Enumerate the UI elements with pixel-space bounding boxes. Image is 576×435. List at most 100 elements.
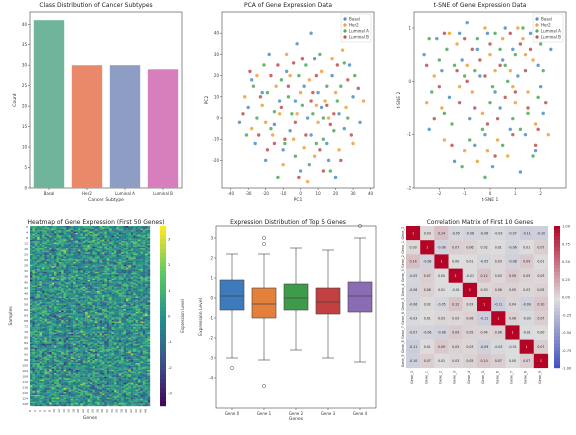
heatmap-cell (37, 291, 40, 293)
heatmap-cell (128, 335, 131, 337)
heatmap-cell (37, 280, 40, 282)
heatmap-cell (140, 290, 143, 292)
heatmap-cell (95, 276, 98, 278)
scatter-point (466, 21, 469, 24)
heatmap-cell (95, 263, 98, 265)
heatmap-cell (119, 342, 122, 344)
heatmap-cell (80, 261, 83, 263)
heatmap-cell (100, 250, 103, 252)
heatmap-cell (30, 236, 33, 238)
heatmap-cell (107, 261, 110, 263)
heatmap-cell (61, 294, 64, 296)
bar (72, 65, 102, 188)
heatmap-cell (85, 269, 88, 271)
heatmap-cell (138, 331, 141, 333)
heatmap-cell (32, 327, 35, 329)
heatmap-cell (128, 238, 131, 240)
heatmap-cell (44, 234, 47, 236)
heatmap-cell (44, 250, 47, 252)
heatmap-cell (133, 331, 136, 333)
heatmap-cell (102, 310, 105, 312)
heatmap-cell (83, 226, 86, 228)
heatmap-cell (104, 284, 107, 286)
scatter-point (488, 42, 491, 45)
heatmap-cell (54, 310, 57, 312)
heatmap-cell (42, 280, 45, 282)
heatmap-cell (114, 312, 117, 314)
heatmap-cell (47, 265, 50, 267)
heatmap-cell (66, 291, 69, 293)
heatmap-cell (119, 302, 122, 304)
heatmap-cell (116, 252, 119, 254)
heatmap-cell (97, 251, 100, 253)
heatmap-cell (35, 331, 38, 333)
heatmap-cell (136, 315, 139, 317)
heatmap-cell (124, 238, 127, 240)
heatmap-cell (71, 261, 74, 263)
heatmap-cell (83, 254, 86, 256)
heatmap-cell (124, 269, 127, 271)
heatmap-cell (119, 274, 122, 276)
heatmap-cell (61, 272, 64, 274)
heatmap-cell (140, 283, 143, 285)
heatmap-cell (71, 259, 74, 261)
heatmap-cell (52, 272, 55, 274)
heatmap-cell (128, 263, 131, 265)
heatmap-cell (32, 316, 35, 318)
heatmap-cell (42, 236, 45, 238)
heatmap-cell (71, 338, 74, 340)
heatmap-cell (35, 351, 38, 353)
heatmap-cell (90, 309, 93, 311)
heatmap-cell (143, 272, 146, 274)
heatmap-cell (61, 254, 64, 256)
heatmap-cell (54, 351, 57, 353)
heatmap-cell (138, 297, 141, 299)
scatter-point (351, 142, 354, 145)
heatmap-cell (121, 338, 124, 340)
heatmap-cell (35, 341, 38, 343)
heatmap-cell (80, 243, 83, 245)
heatmap-cell (76, 270, 79, 272)
scatter-point (253, 142, 256, 145)
heatmap-cell (61, 349, 64, 351)
heatmap-cell (97, 238, 100, 240)
scatter-point (534, 122, 537, 125)
heatmap-cell (131, 255, 134, 257)
heatmap-cell (44, 299, 47, 301)
heatmap-cell (124, 245, 127, 247)
heatmap-cell (133, 262, 136, 264)
heatmap-cell (143, 263, 146, 265)
heatmap-cell (119, 353, 122, 355)
heatmap-cell (126, 288, 129, 290)
heatmap-cell (136, 256, 139, 258)
heatmap-cell (44, 265, 47, 267)
heatmap-cell (47, 274, 50, 276)
heatmap-cell (112, 237, 115, 239)
heatmap-cell (85, 297, 88, 299)
heatmap-cell (76, 288, 79, 290)
heatmap-cell (126, 277, 129, 279)
heatmap-cell (64, 312, 67, 314)
heatmap-cell (107, 352, 110, 354)
heatmap-cell (148, 237, 151, 239)
heatmap-cell (116, 312, 119, 314)
heatmap-cell (40, 337, 43, 339)
heatmap-cell (121, 297, 124, 299)
heatmap-cell (133, 240, 136, 242)
heatmap-cell (104, 309, 107, 311)
heatmap-cell (119, 277, 122, 279)
heatmap-cell (30, 305, 33, 307)
heatmap-cell (143, 240, 146, 242)
heatmap-cell (97, 291, 100, 293)
heatmap-cell (76, 232, 79, 234)
heatmap-cell (126, 330, 129, 332)
heatmap-cell (116, 299, 119, 301)
heatmap-cell (145, 261, 148, 263)
heatmap-cell (49, 287, 52, 289)
heatmap-cell (71, 234, 74, 236)
heatmap-cell (42, 304, 45, 306)
heatmap-cell (78, 265, 81, 267)
heatmap-cell (138, 258, 141, 260)
heatmap-cell (76, 263, 79, 265)
heatmap-cell (88, 274, 91, 276)
